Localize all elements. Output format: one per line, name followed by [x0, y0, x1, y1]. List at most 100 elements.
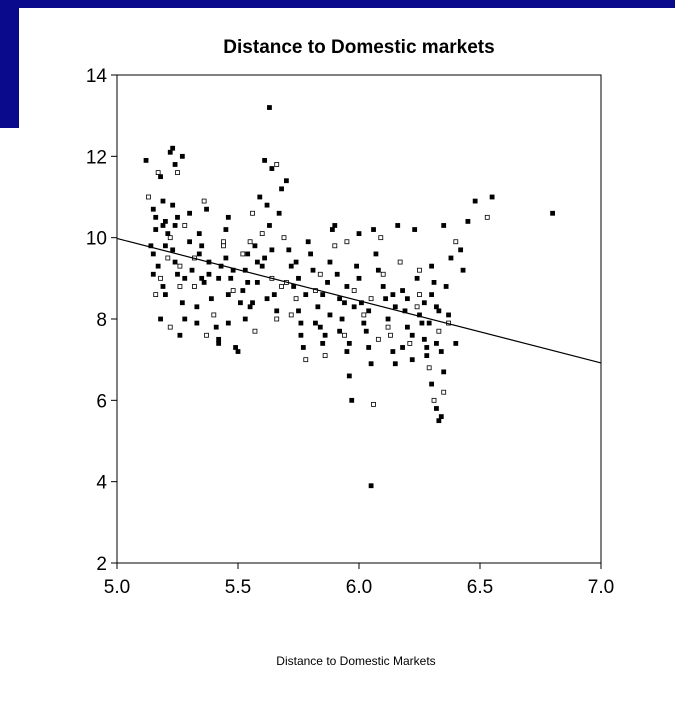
- scatter-point: [225, 214, 231, 220]
- x-tick-label: 7.0: [588, 577, 614, 598]
- scatter-point: [281, 235, 287, 241]
- scatter-point: [303, 292, 309, 298]
- scatter-point: [441, 223, 447, 228]
- scatter-point: [201, 198, 207, 204]
- scatter-point: [221, 239, 226, 245]
- scatter-point: [407, 340, 413, 346]
- scatter-point: [346, 340, 352, 346]
- scatter-point: [453, 340, 459, 346]
- scatter-point: [264, 296, 270, 302]
- scatter-point: [165, 231, 171, 237]
- scatter-point: [223, 255, 229, 261]
- scatter-point: [245, 251, 251, 257]
- scatter-point: [254, 279, 260, 285]
- y-tick-label: 8: [96, 310, 107, 331]
- scatter-point: [317, 271, 323, 277]
- scatter-point: [434, 340, 439, 346]
- slide-accent-bar-left: [0, 0, 19, 128]
- scatter-point: [155, 263, 161, 269]
- scatter-point: [443, 284, 449, 289]
- scatter-point: [177, 263, 183, 269]
- scatter-point: [204, 332, 209, 338]
- scatter-point: [351, 288, 357, 293]
- scatter-point: [179, 300, 185, 306]
- scatter-point: [279, 186, 284, 192]
- scatter-point: [412, 227, 418, 232]
- scatter-point: [247, 304, 253, 310]
- scatter-point: [196, 231, 202, 237]
- scatter-point: [392, 361, 398, 367]
- scatter-point: [225, 292, 231, 298]
- scatter-point: [158, 174, 163, 180]
- scatter-point: [213, 324, 219, 330]
- scatter-point: [434, 406, 439, 411]
- scatter-point: [417, 267, 422, 273]
- scatter-point: [383, 296, 389, 302]
- scatter-point: [293, 259, 299, 265]
- scatter-point: [400, 345, 405, 350]
- scatter-point: [421, 336, 427, 342]
- scatter-point: [153, 227, 159, 232]
- scatter-point: [194, 320, 200, 326]
- scatter-point: [269, 166, 275, 171]
- scatter-point: [380, 284, 386, 289]
- scatter-point: [378, 235, 384, 241]
- scatter-point: [342, 332, 347, 338]
- scatter-point: [404, 324, 410, 330]
- scatter-point: [179, 153, 185, 159]
- plot-frame: [116, 74, 602, 564]
- scatter-point: [373, 251, 379, 257]
- scatter-point: [489, 194, 495, 200]
- scatter-point: [550, 210, 555, 216]
- y-tick-label: 6: [96, 391, 107, 412]
- scatter-point: [259, 263, 265, 269]
- scatter-point: [424, 353, 430, 359]
- scatter-point: [187, 210, 193, 216]
- scatter-point: [150, 206, 156, 212]
- y-tick-label: 14: [86, 66, 108, 87]
- scatter-point: [216, 340, 222, 346]
- scatter-point: [267, 105, 272, 110]
- scatter-point: [230, 288, 236, 293]
- scatter-point: [368, 361, 374, 367]
- scatter-point: [320, 292, 326, 298]
- scatter-point: [175, 214, 180, 220]
- scatter-point: [368, 296, 374, 302]
- scatter-point: [332, 243, 338, 249]
- slide-accent-bar-top: [0, 0, 675, 8]
- scatter-point: [167, 149, 173, 155]
- scatter-point: [199, 275, 205, 281]
- scatter-point: [206, 271, 212, 277]
- scatter-point: [361, 320, 367, 326]
- scatter-point: [436, 308, 442, 314]
- scatter-point: [298, 320, 304, 326]
- y-tick-label: 12: [86, 147, 107, 168]
- scatter-point: [150, 251, 156, 257]
- scatter-point: [158, 316, 163, 322]
- scatter-point: [175, 271, 180, 277]
- scatter-point: [170, 247, 176, 253]
- y-tick-label: 4: [96, 473, 107, 494]
- scatter-point: [300, 345, 306, 350]
- scatter-point: [189, 267, 195, 273]
- scatter-point: [325, 279, 330, 285]
- scatter-point: [240, 251, 246, 257]
- x-axis: 5.0 5.5 6.0 6.5 7.0: [104, 563, 614, 598]
- scatter-point: [143, 157, 149, 163]
- scatter-point: [409, 332, 415, 338]
- scatter-point: [327, 312, 333, 318]
- scatter-point: [424, 345, 430, 350]
- scatter-point: [346, 373, 352, 379]
- scatter-point: [204, 206, 209, 212]
- scatter-point: [441, 369, 447, 375]
- scatter-point: [368, 483, 374, 489]
- scatter-point: [431, 279, 437, 285]
- scatter-point: [395, 223, 401, 228]
- scatter-point: [438, 349, 444, 354]
- scatter-point: [371, 227, 376, 232]
- scatter-point: [283, 178, 289, 184]
- scatter-point: [458, 247, 464, 253]
- scatter-point: [448, 255, 454, 261]
- scatter-point: [375, 267, 381, 273]
- scatter-point: [182, 275, 188, 281]
